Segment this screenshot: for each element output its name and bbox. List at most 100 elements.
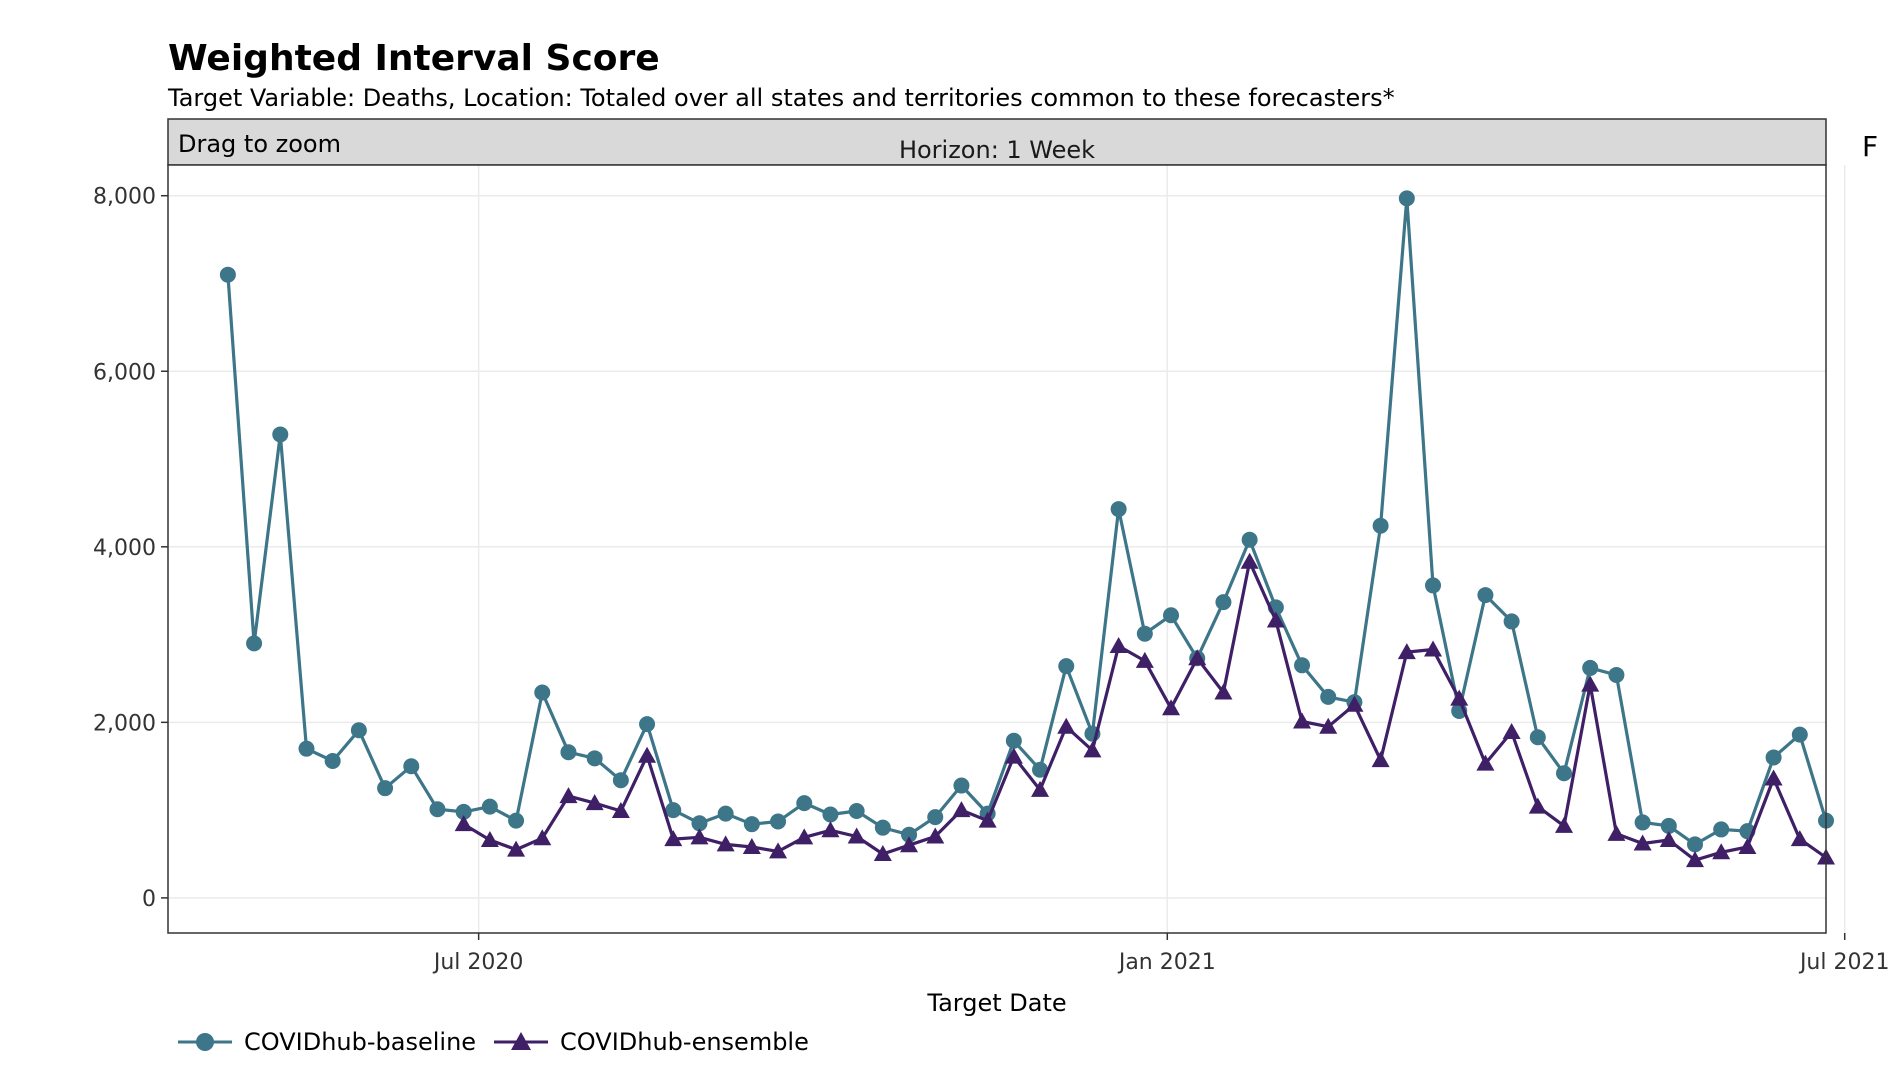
data-point-circle (1032, 761, 1049, 778)
data-point-triangle (1004, 747, 1023, 764)
data-point-circle (560, 744, 577, 761)
data-point-triangle (1266, 611, 1285, 628)
data-point-triangle (1240, 552, 1259, 569)
data-point-circle (1477, 587, 1494, 604)
data-point-circle (953, 777, 970, 794)
data-point-triangle (1790, 830, 1809, 847)
legend-label-ensemble: COVIDhub-ensemble (560, 1028, 809, 1056)
drag-to-zoom-hint[interactable]: Drag to zoom (178, 130, 341, 158)
facet-strip: Drag to zoom Horizon: 1 Week (167, 118, 1827, 166)
data-point-triangle (1659, 830, 1678, 847)
data-point-circle (743, 816, 760, 833)
data-point-triangle (952, 801, 971, 818)
data-point-triangle (1607, 824, 1626, 841)
data-point-triangle (1083, 741, 1102, 758)
facet-strip-background (167, 118, 1827, 166)
x-axis: Jul 2020 Jan 2021 Jul 2021 (432, 933, 1890, 975)
data-point-circle (848, 802, 865, 819)
data-point-triangle (1555, 816, 1574, 833)
y-tick-label: 2,000 (93, 711, 156, 736)
data-point-circle (1713, 821, 1730, 838)
data-point-triangle (821, 821, 840, 838)
data-point-triangle (507, 840, 526, 857)
data-point-circle (770, 813, 787, 830)
y-axis: 0 2,000 4,000 6,000 8,000 (93, 185, 168, 912)
data-point-circle (455, 803, 472, 820)
data-point-circle (246, 635, 263, 652)
data-point-triangle (1293, 712, 1312, 729)
data-point-triangle (664, 830, 683, 847)
data-point-circle (534, 684, 551, 701)
facet-label: Horizon: 1 Week (899, 136, 1095, 164)
data-point-triangle (638, 746, 657, 763)
data-point-triangle (1528, 797, 1547, 814)
data-point-triangle (690, 828, 709, 845)
data-point-circle (796, 795, 813, 812)
data-point-circle (272, 426, 289, 443)
data-point-circle (717, 805, 734, 822)
truncated-side-text: F (1862, 130, 1879, 163)
data-point-triangle (1345, 695, 1364, 712)
data-point-circle (508, 812, 525, 829)
data-point-triangle (1424, 640, 1443, 657)
data-point-triangle (454, 815, 473, 832)
legend: COVIDhub-baseline COVIDhub-ensemble (176, 1028, 809, 1056)
data-point-circle (1005, 732, 1022, 749)
data-point-triangle (1162, 699, 1181, 716)
data-point-triangle (926, 827, 945, 844)
data-point-circle (1634, 814, 1651, 831)
data-point-circle (1765, 749, 1782, 766)
data-point-circle (1215, 594, 1232, 611)
data-point-triangle (1738, 837, 1757, 854)
data-point-triangle (559, 787, 578, 804)
data-point-triangle (1057, 717, 1076, 734)
series-layer (219, 190, 1835, 868)
data-point-triangle (1450, 689, 1469, 706)
data-point-triangle (1476, 754, 1495, 771)
panel-background (168, 165, 1826, 933)
data-point-triangle (533, 829, 552, 846)
data-point-triangle (1031, 780, 1050, 797)
legend-item-baseline[interactable]: COVIDhub-baseline (176, 1028, 476, 1056)
x-tick-label: Jul 2021 (1798, 950, 1890, 975)
data-point-triangle (900, 836, 919, 853)
data-point-triangle (1135, 651, 1154, 668)
data-point-circle (1294, 657, 1311, 674)
data-point-triangle (873, 845, 892, 862)
data-point-circle (1398, 190, 1415, 207)
x-axis-title: Target Date (926, 989, 1066, 1017)
data-point-circle (612, 772, 629, 789)
page-subtitle: Target Variable: Deaths, Location: Total… (168, 84, 1395, 112)
data-point-circle (1582, 659, 1599, 676)
data-point-circle (429, 801, 446, 818)
data-point-triangle (1581, 675, 1600, 692)
data-point-circle (1241, 531, 1258, 548)
data-point-circle (1320, 688, 1337, 705)
data-point-circle (1687, 836, 1704, 853)
data-point-circle (324, 752, 341, 769)
data-point-circle (1556, 765, 1573, 782)
data-point-circle (1110, 501, 1127, 518)
data-point-circle (822, 806, 839, 823)
data-point-circle (1660, 817, 1677, 834)
data-point-circle (481, 798, 498, 815)
data-point-triangle (978, 811, 997, 828)
data-point-triangle (1188, 649, 1207, 666)
data-point-circle (665, 802, 682, 819)
data-point-circle (1136, 625, 1153, 642)
page-title: Weighted Interval Score (168, 38, 660, 79)
legend-item-ensemble[interactable]: COVIDhub-ensemble (492, 1028, 809, 1056)
y-tick-label: 0 (142, 887, 156, 912)
data-point-circle (1163, 607, 1180, 624)
data-point-triangle (1397, 643, 1416, 660)
data-point-circle (350, 722, 367, 739)
data-point-triangle (585, 794, 604, 811)
plot-area[interactable] (167, 164, 1846, 934)
data-point-triangle (611, 801, 630, 818)
legend-key-circle-icon (178, 1033, 232, 1051)
y-tick-label: 6,000 (93, 360, 156, 385)
data-point-circle (298, 740, 315, 757)
data-point-circle (403, 758, 420, 775)
data-point-circle (1372, 517, 1389, 534)
